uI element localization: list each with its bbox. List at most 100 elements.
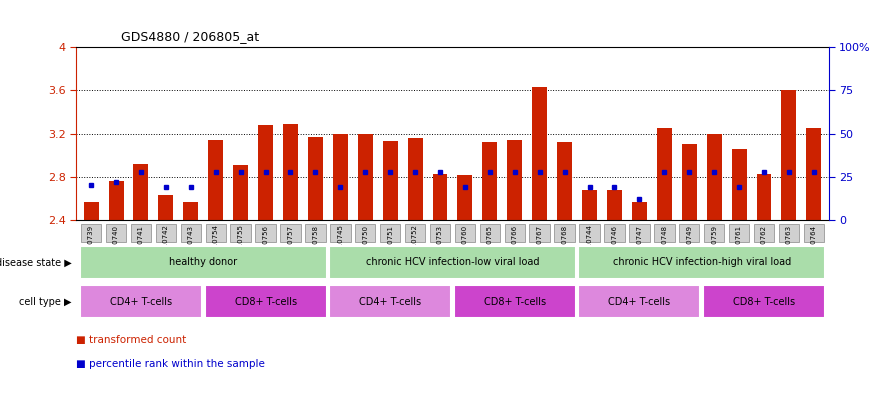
Bar xyxy=(507,140,522,220)
Bar xyxy=(657,128,672,220)
Text: GSM1210749: GSM1210749 xyxy=(686,224,693,272)
Bar xyxy=(80,246,327,279)
FancyBboxPatch shape xyxy=(704,224,724,242)
Bar xyxy=(329,246,576,279)
Text: GSM1210747: GSM1210747 xyxy=(636,224,642,272)
Text: GSM1210766: GSM1210766 xyxy=(512,224,518,272)
Text: healthy donor: healthy donor xyxy=(169,257,237,267)
Bar xyxy=(582,190,597,220)
Text: CD4+ T-cells: CD4+ T-cells xyxy=(608,297,670,307)
FancyBboxPatch shape xyxy=(455,224,475,242)
Bar xyxy=(208,140,223,220)
Bar xyxy=(134,164,149,220)
Bar xyxy=(408,138,423,220)
Bar xyxy=(283,124,298,220)
Bar xyxy=(557,142,573,220)
Text: CD4+ T-cells: CD4+ T-cells xyxy=(359,297,421,307)
Text: GSM1210744: GSM1210744 xyxy=(587,224,592,272)
Bar xyxy=(83,202,99,220)
Text: disease state ▶: disease state ▶ xyxy=(0,257,72,267)
Text: GSM1210762: GSM1210762 xyxy=(761,224,767,272)
Bar xyxy=(578,246,825,279)
Text: GSM1210760: GSM1210760 xyxy=(462,224,468,272)
Bar xyxy=(532,87,547,220)
Text: chronic HCV infection-high viral load: chronic HCV infection-high viral load xyxy=(613,257,791,267)
Text: cell type ▶: cell type ▶ xyxy=(19,297,72,307)
Text: GSM1210763: GSM1210763 xyxy=(786,224,792,272)
FancyBboxPatch shape xyxy=(604,224,625,242)
Bar xyxy=(482,142,497,220)
Text: GSM1210768: GSM1210768 xyxy=(562,224,568,272)
Bar xyxy=(184,202,198,220)
Bar xyxy=(682,145,697,220)
Text: GSM1210759: GSM1210759 xyxy=(711,224,717,272)
FancyBboxPatch shape xyxy=(330,224,350,242)
FancyBboxPatch shape xyxy=(131,224,151,242)
Bar xyxy=(308,137,323,220)
FancyBboxPatch shape xyxy=(230,224,251,242)
Bar xyxy=(332,134,348,220)
Bar xyxy=(458,175,472,220)
Text: ■ percentile rank within the sample: ■ percentile rank within the sample xyxy=(76,358,265,369)
Bar xyxy=(578,285,701,318)
FancyBboxPatch shape xyxy=(205,224,226,242)
Text: ■ transformed count: ■ transformed count xyxy=(76,335,186,345)
Text: GSM1210758: GSM1210758 xyxy=(313,224,318,272)
Text: CD8+ T-cells: CD8+ T-cells xyxy=(235,297,297,307)
FancyBboxPatch shape xyxy=(530,224,550,242)
FancyBboxPatch shape xyxy=(81,224,101,242)
FancyBboxPatch shape xyxy=(106,224,126,242)
Text: GSM1210752: GSM1210752 xyxy=(412,224,418,272)
Bar xyxy=(258,125,273,220)
Text: GSM1210743: GSM1210743 xyxy=(188,224,194,272)
Text: GSM1210742: GSM1210742 xyxy=(163,224,168,272)
Text: GSM1210740: GSM1210740 xyxy=(113,224,119,272)
FancyBboxPatch shape xyxy=(779,224,799,242)
FancyBboxPatch shape xyxy=(430,224,450,242)
FancyBboxPatch shape xyxy=(479,224,500,242)
Text: GSM1210767: GSM1210767 xyxy=(537,224,543,272)
Bar xyxy=(632,202,647,220)
Text: CD8+ T-cells: CD8+ T-cells xyxy=(733,297,795,307)
FancyBboxPatch shape xyxy=(280,224,301,242)
FancyBboxPatch shape xyxy=(405,224,426,242)
Text: GSM1210756: GSM1210756 xyxy=(263,224,269,272)
Bar xyxy=(607,190,622,220)
Text: GSM1210739: GSM1210739 xyxy=(88,224,94,272)
FancyBboxPatch shape xyxy=(804,224,824,242)
Text: GSM1210761: GSM1210761 xyxy=(737,224,742,272)
FancyBboxPatch shape xyxy=(306,224,325,242)
FancyBboxPatch shape xyxy=(355,224,375,242)
Text: chronic HCV infection-low viral load: chronic HCV infection-low viral load xyxy=(366,257,539,267)
FancyBboxPatch shape xyxy=(629,224,650,242)
Bar xyxy=(159,195,173,220)
FancyBboxPatch shape xyxy=(754,224,774,242)
Text: GSM1210741: GSM1210741 xyxy=(138,224,144,272)
Text: CD8+ T-cells: CD8+ T-cells xyxy=(484,297,546,307)
Bar xyxy=(703,285,825,318)
FancyBboxPatch shape xyxy=(679,224,700,242)
Bar xyxy=(358,134,373,220)
Bar xyxy=(781,90,797,220)
FancyBboxPatch shape xyxy=(255,224,276,242)
Text: GSM1210753: GSM1210753 xyxy=(437,224,443,272)
Text: GSM1210754: GSM1210754 xyxy=(212,224,219,272)
Bar xyxy=(108,181,124,220)
FancyBboxPatch shape xyxy=(181,224,201,242)
Text: GSM1210757: GSM1210757 xyxy=(288,224,294,272)
Bar xyxy=(732,149,746,220)
Bar xyxy=(233,165,248,220)
Bar xyxy=(756,174,771,220)
Text: GSM1210751: GSM1210751 xyxy=(387,224,393,272)
Text: CD4+ T-cells: CD4+ T-cells xyxy=(110,297,172,307)
Bar xyxy=(453,285,576,318)
FancyBboxPatch shape xyxy=(728,224,749,242)
FancyBboxPatch shape xyxy=(580,224,599,242)
Text: GSM1210745: GSM1210745 xyxy=(337,224,343,272)
FancyBboxPatch shape xyxy=(380,224,401,242)
FancyBboxPatch shape xyxy=(504,224,525,242)
Bar xyxy=(806,128,822,220)
Text: GSM1210746: GSM1210746 xyxy=(611,224,617,272)
Text: GSM1210764: GSM1210764 xyxy=(811,224,817,272)
Text: GDS4880 / 206805_at: GDS4880 / 206805_at xyxy=(121,30,259,43)
